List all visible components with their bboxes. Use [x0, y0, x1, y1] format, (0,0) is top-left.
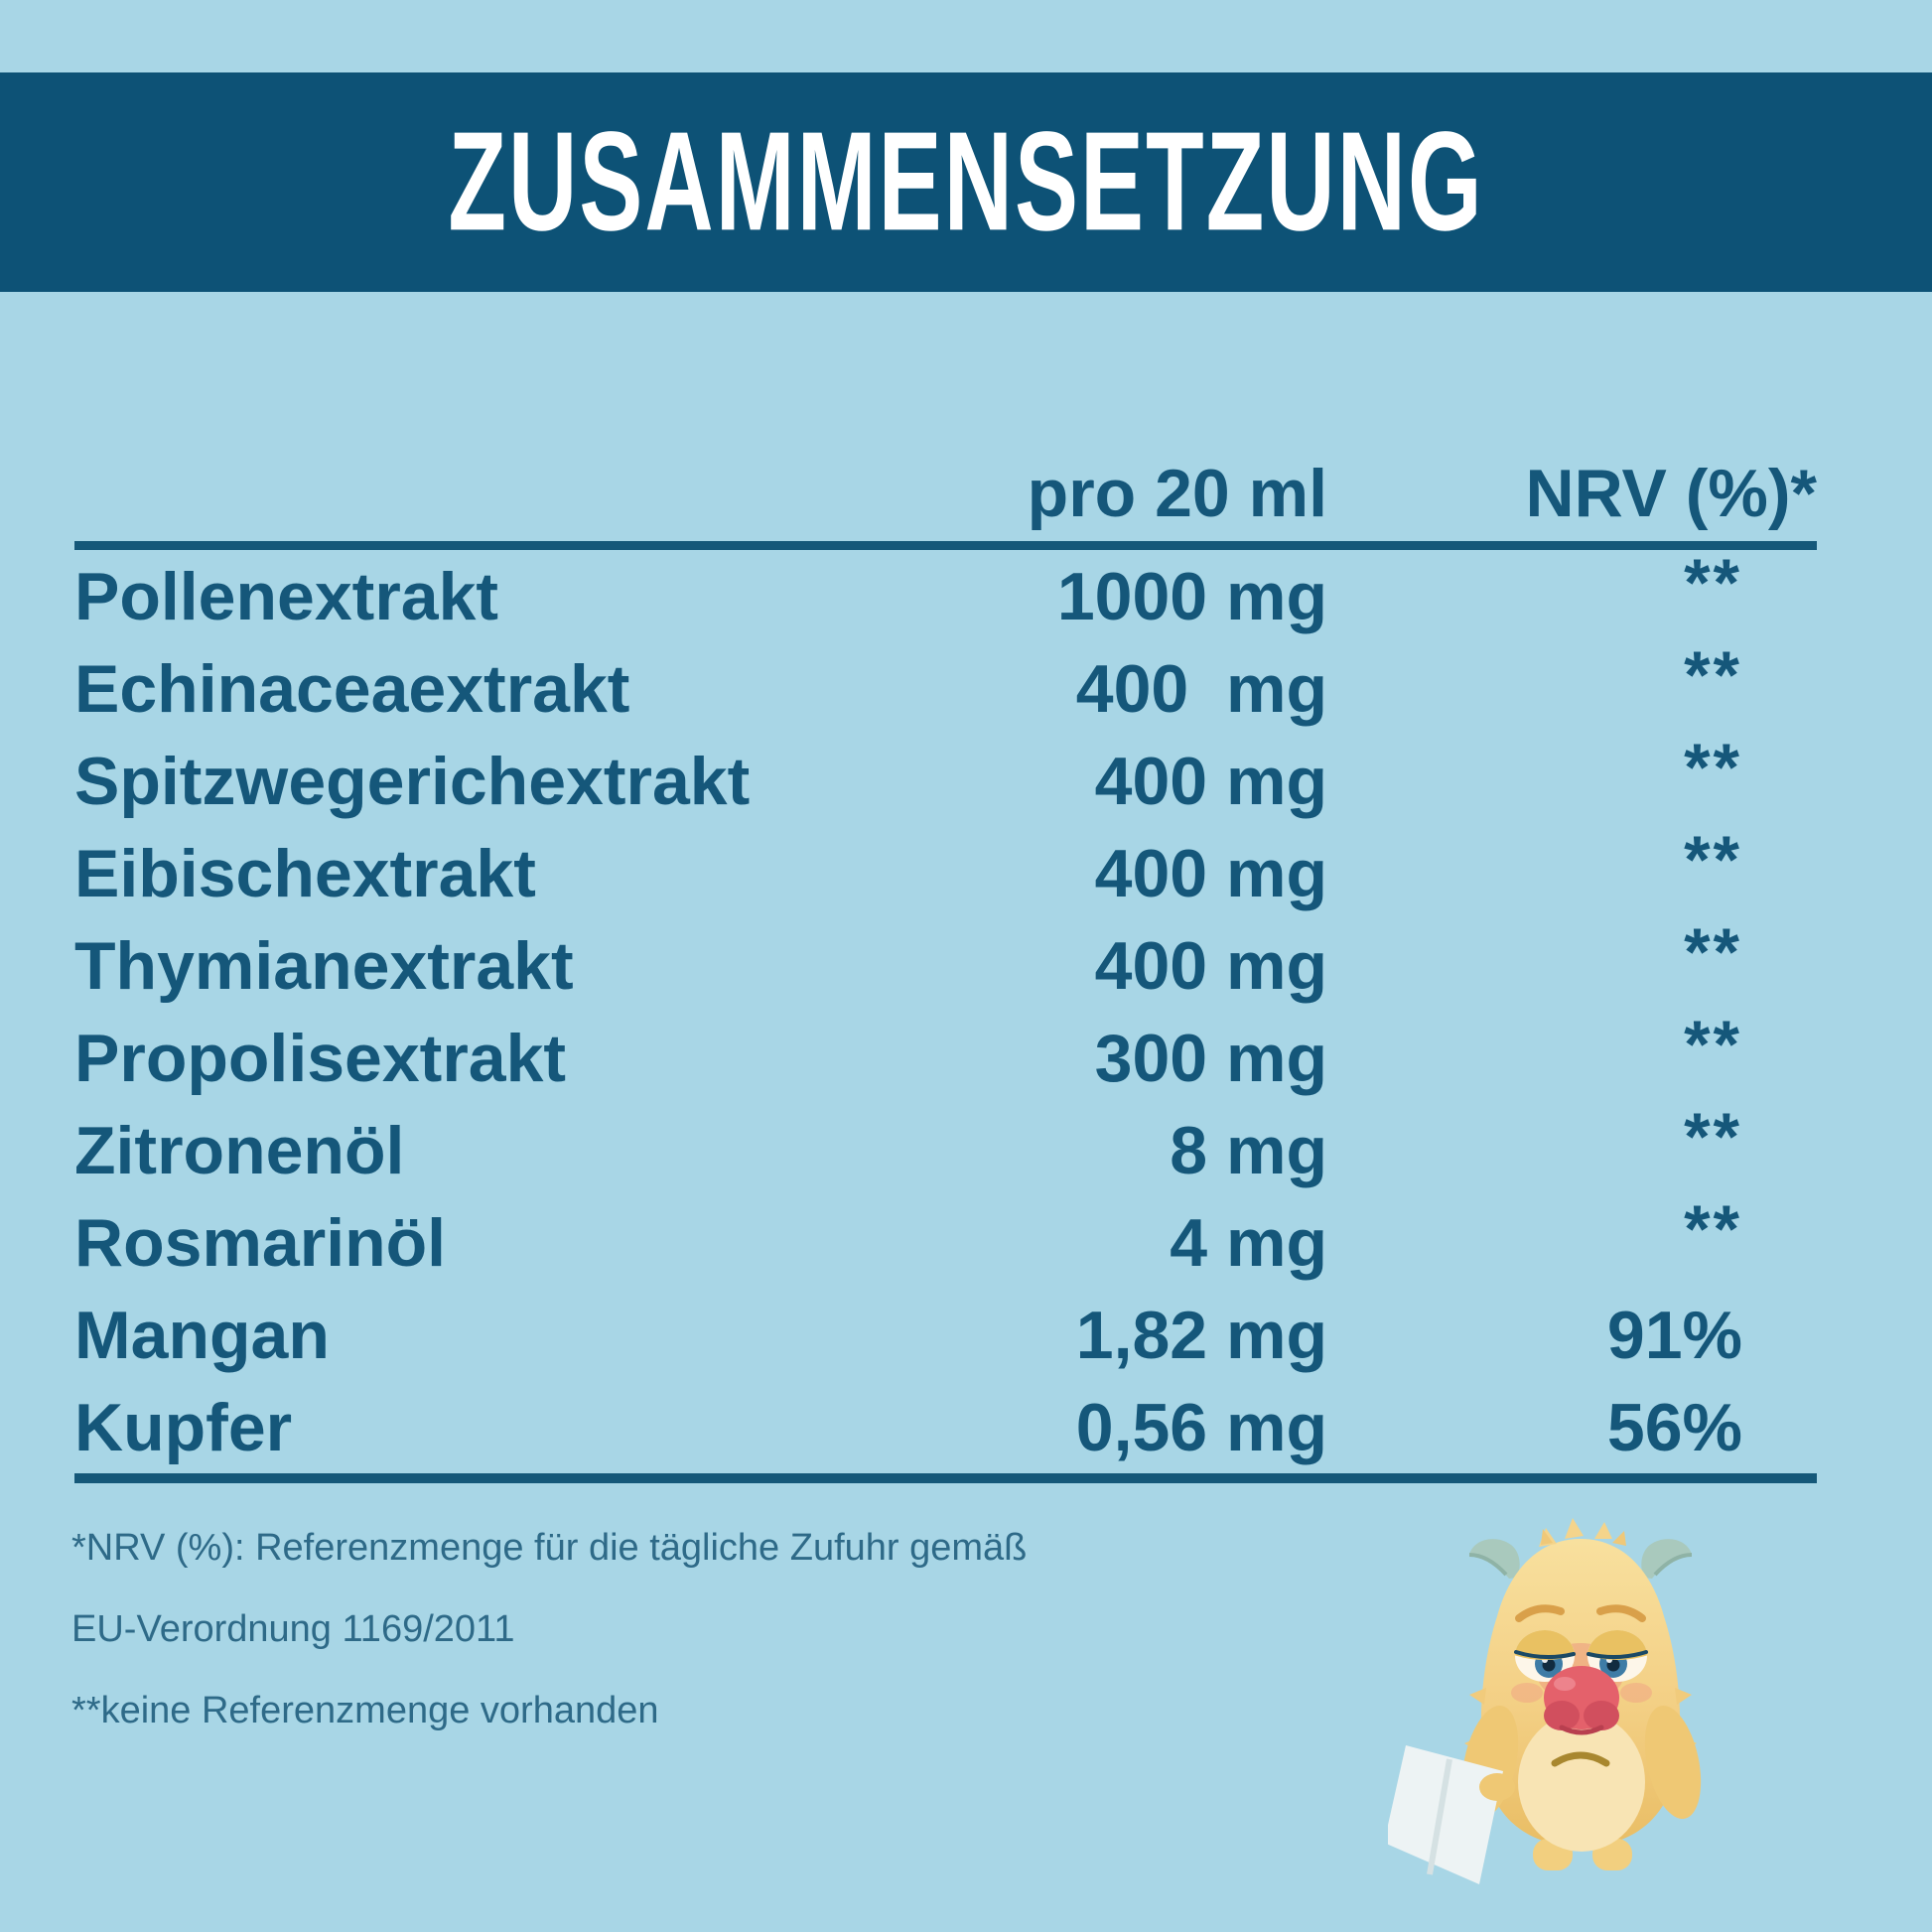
monster-nose [1544, 1666, 1619, 1735]
ingredient-name: Thymianextrakt [74, 927, 574, 1004]
ingredient-amount: 4 mg [1170, 1204, 1327, 1281]
ingredient-nrv: 91% [1606, 1297, 1742, 1373]
ingredient-name: Propolisextrakt [74, 1020, 567, 1096]
composition-table: pro 20 ml NRV (%)* Pollenextrakt 1000 mg… [74, 447, 1817, 1483]
ingredient-nrv: ** [1684, 636, 1742, 713]
table-row: Rosmarinöl 4 mg ** [74, 1190, 1817, 1289]
ingredient-name: Rosmarinöl [74, 1204, 447, 1281]
footnote-eu-regulation: EU-Verordnung 1169/2011 [71, 1608, 515, 1650]
ingredient-nrv: ** [1684, 729, 1742, 805]
table-row: Kupfer 0,56 mg 56% [74, 1381, 1817, 1473]
monster-mouth [1551, 1751, 1610, 1767]
ingredient-amount: 400 mg [1094, 835, 1327, 911]
ingredient-amount: 400 mg [1094, 927, 1327, 1004]
table-row: Eibischextrakt 400 mg ** [74, 821, 1817, 919]
table-header-row: pro 20 ml NRV (%)* [74, 447, 1817, 550]
ingredient-amount: 1,82 mg [1075, 1297, 1327, 1373]
monster-horns [1468, 1539, 1693, 1579]
table-row: Pollenextrakt 1000 mg ** [74, 544, 1817, 642]
table-row: Zitronenöl 8 mg ** [74, 1098, 1817, 1196]
table-row: Propolisextrakt 300 mg ** [74, 1006, 1817, 1104]
ingredient-amount: 8 mg [1170, 1112, 1327, 1188]
table-row: Thymianextrakt 400 mg ** [74, 913, 1817, 1012]
ingredient-nrv: ** [1684, 1098, 1742, 1174]
ingredient-nrv: 56% [1606, 1389, 1742, 1465]
table-row: Echinaceaextrakt 400 mg ** [74, 636, 1817, 735]
tissue-icon [1388, 1745, 1515, 1884]
ingredient-name: Spitzwegerichextrakt [74, 743, 751, 819]
table-row: Mangan 1,82 mg 91% [74, 1289, 1817, 1381]
ingredient-nrv: ** [1684, 1006, 1742, 1082]
ingredient-nrv: ** [1684, 1190, 1742, 1267]
ingredient-amount: 0,56 mg [1075, 1389, 1327, 1465]
ingredient-name: Eibischextrakt [74, 835, 536, 911]
column-header-nrv: NRV (%)* [1525, 456, 1817, 531]
ingredient-nrv: ** [1684, 913, 1742, 990]
ingredient-nrv: ** [1684, 821, 1742, 897]
ingredient-name: Kupfer [74, 1389, 293, 1465]
ingredient-amount: 400 mg [1094, 743, 1327, 819]
ingredient-amount: 400 mg [1075, 650, 1327, 727]
sick-monster-illustration [1388, 1518, 1702, 1884]
ingredient-nrv: ** [1684, 544, 1742, 621]
footnote-no-reference: **keine Referenzmenge vorhanden [71, 1690, 659, 1731]
footnotes: *NRV (%): Referenzmenge für die tägliche… [71, 1507, 1213, 1751]
ingredient-amount: 1000 mg [1056, 558, 1327, 634]
monster-belly [1518, 1713, 1645, 1852]
ingredient-name: Zitronenöl [74, 1112, 405, 1188]
table-rows: Pollenextrakt 1000 mg ** Echinaceaextrak… [74, 544, 1817, 1483]
header-band: ZUSAMMENSETZUNG [0, 72, 1932, 292]
table-row: Spitzwegerichextrakt 400 mg ** [74, 729, 1817, 827]
ingredient-amount: 300 mg [1094, 1020, 1327, 1096]
ingredient-name: Echinaceaextrakt [74, 650, 630, 727]
column-header-amount: pro 20 ml [1027, 456, 1327, 531]
ingredient-name: Mangan [74, 1297, 330, 1373]
footnote-nrv-definition: *NRV (%): Referenzmenge für die tägliche… [71, 1527, 1028, 1569]
page-title: ZUSAMMENSETZUNG [448, 102, 1484, 260]
ingredient-name: Pollenextrakt [74, 558, 499, 634]
